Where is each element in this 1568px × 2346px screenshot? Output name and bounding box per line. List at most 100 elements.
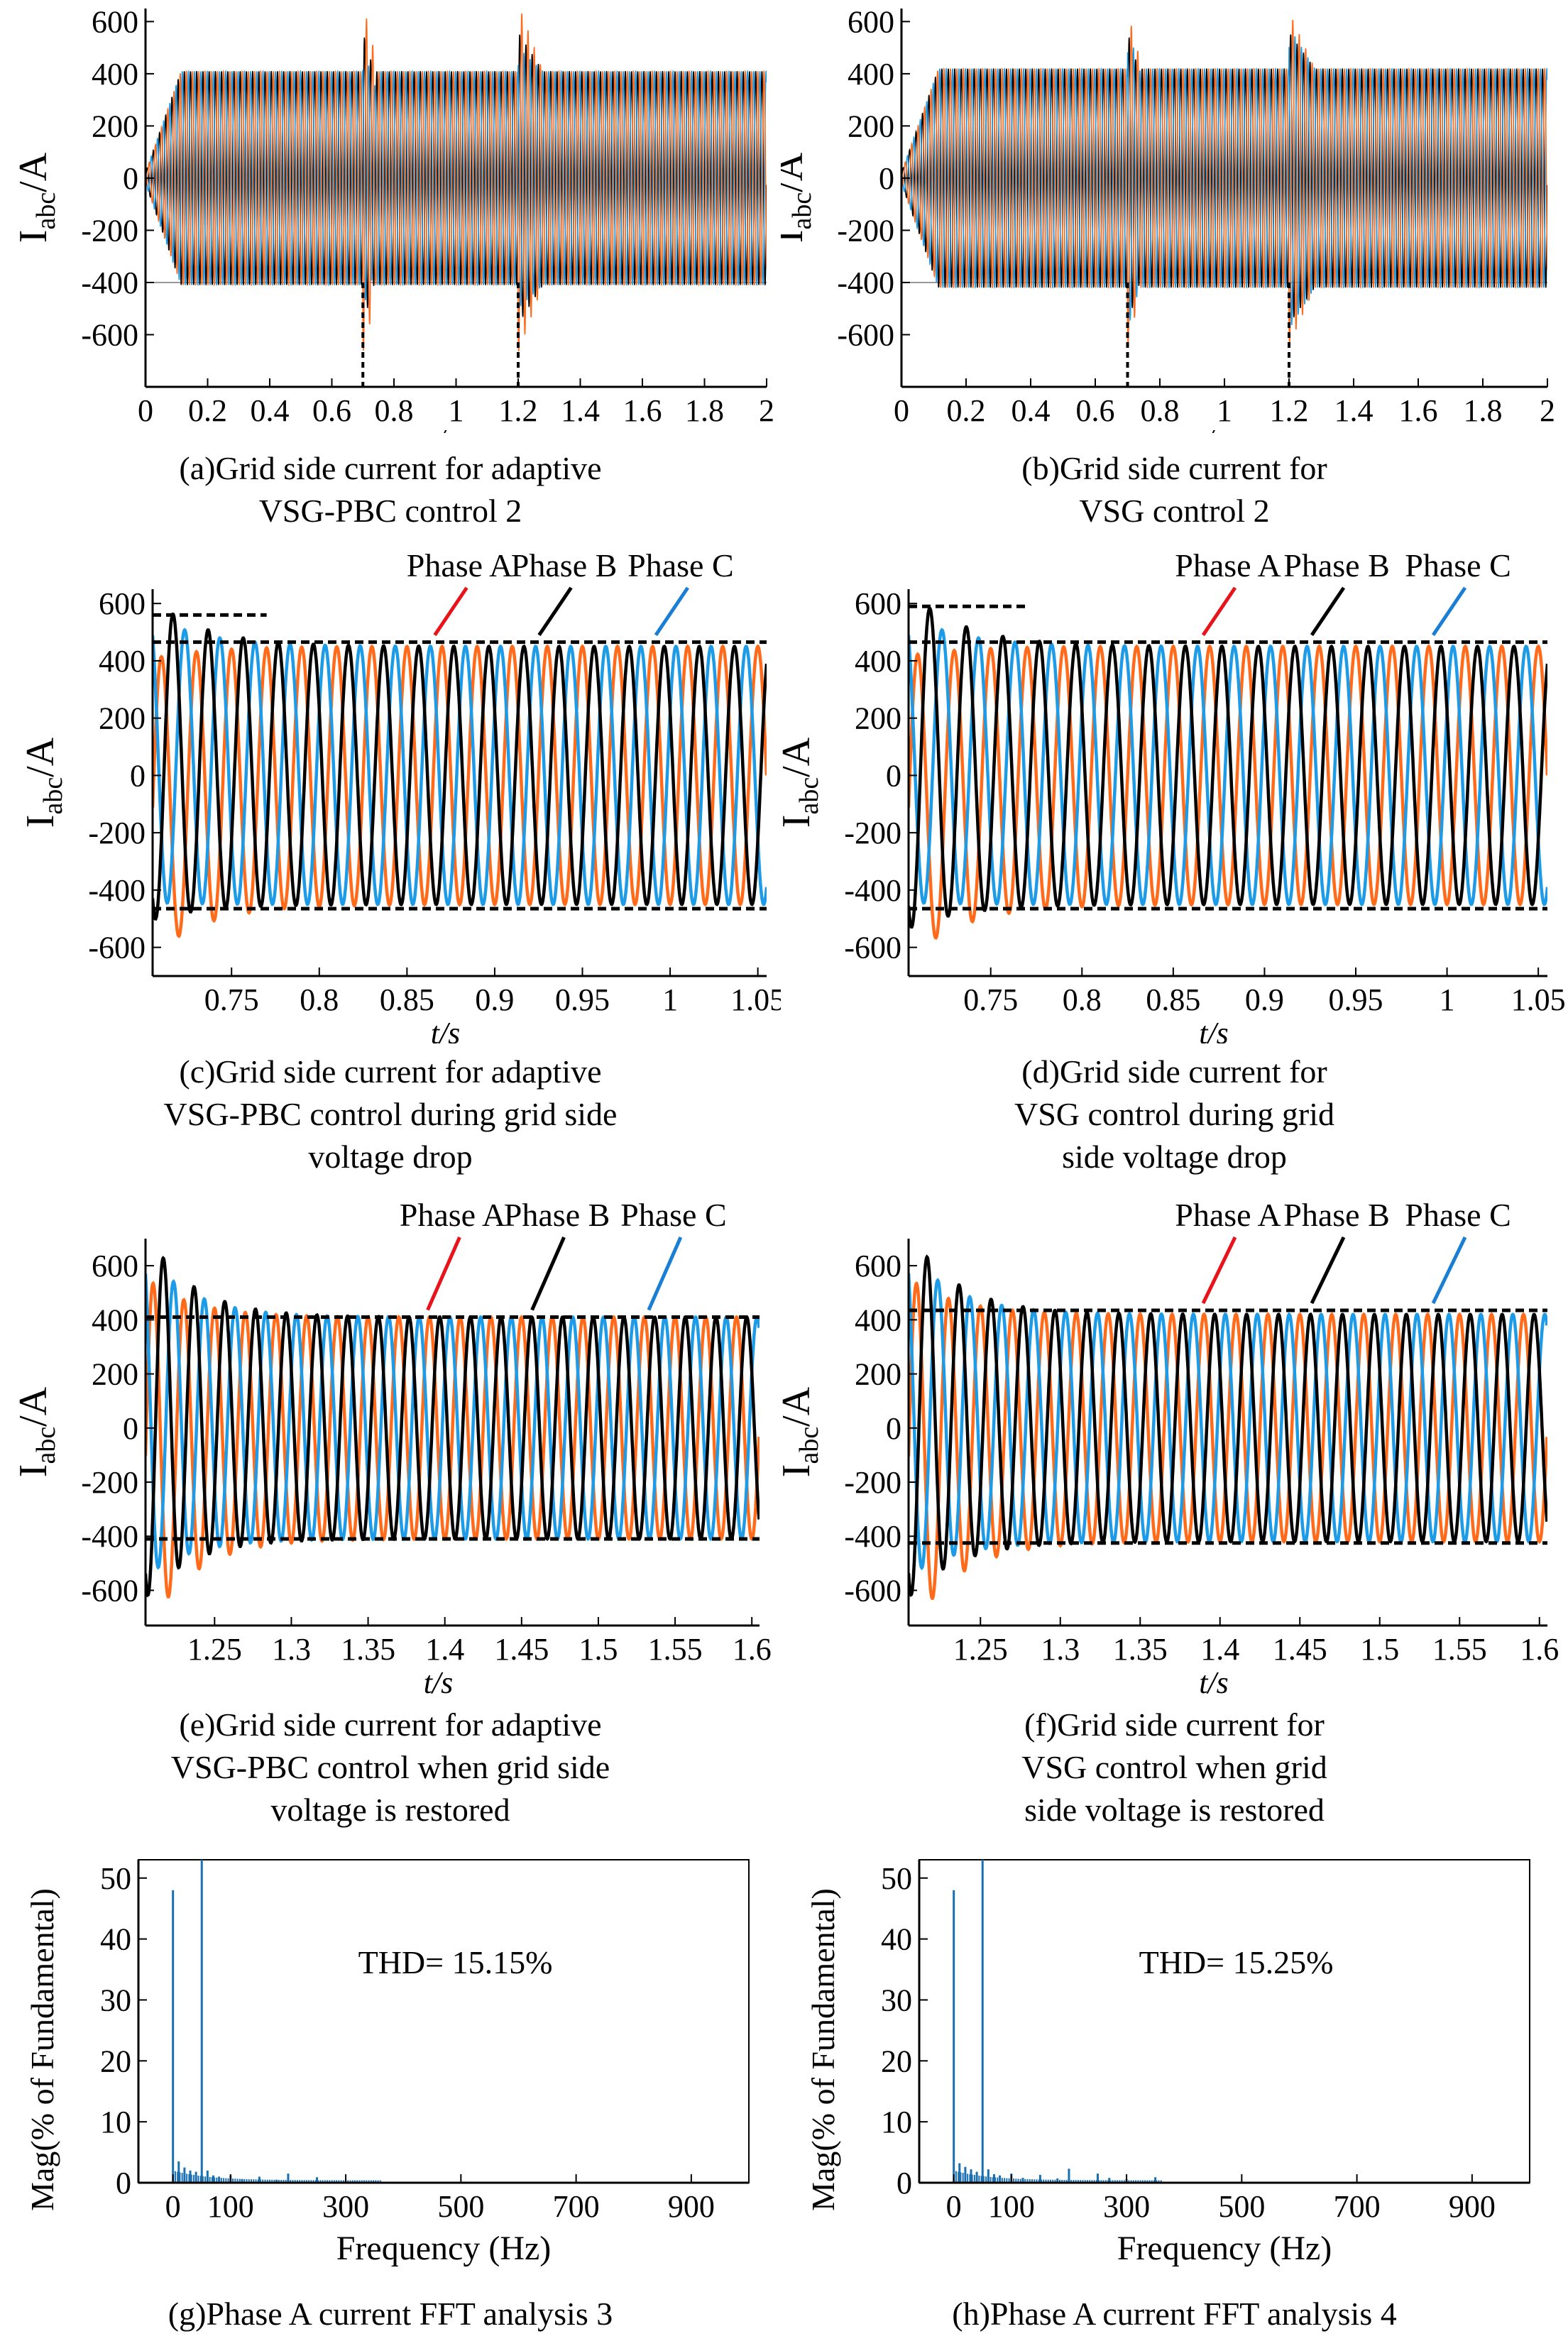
y-tick-label: 30: [881, 1983, 912, 2017]
y-tick-label: 0: [879, 161, 894, 196]
x-tick-label: 700: [1334, 2189, 1381, 2224]
x-tick-label: 700: [553, 2189, 600, 2224]
x-tick-label: 1.5: [1360, 1632, 1399, 1667]
legend-label-3: Phase C: [627, 547, 734, 583]
y-tick-label: -200: [844, 816, 901, 850]
x-tick-label: 0.4: [251, 393, 290, 428]
legend-arrow-3: [1431, 1236, 1467, 1305]
x-tick-label: 1.55: [648, 1632, 703, 1667]
y-tick-label: 400: [92, 57, 138, 92]
x-tick-label: 0.8: [375, 393, 414, 428]
y-tick-label: 200: [855, 1357, 901, 1392]
plot-area: [909, 1254, 1547, 1600]
caption-c-line-2: VSG-PBC control during grid side: [163, 1096, 618, 1132]
y-tick-label: -200: [88, 816, 146, 850]
plot-area: [901, 19, 1547, 344]
y-tick-label: 600: [855, 1249, 901, 1283]
legend-label-3: Phase C: [1405, 547, 1511, 583]
panel-f: Phase A Phase B Phase C -600 -400 -200 0 200 400…: [781, 1200, 1568, 1838]
y-axis-label: Iabc/A: [18, 737, 68, 828]
caption-f: (f)Grid side current for VSG control whe…: [781, 1704, 1568, 1831]
plot-area: [909, 606, 1547, 940]
series-line: [153, 612, 767, 921]
x-tick-label: 1.4: [425, 1632, 464, 1667]
y-tick-label: 600: [99, 586, 146, 621]
y-tick-label: -600: [81, 317, 138, 352]
x-tick-label: 2: [759, 393, 774, 428]
legend-arrow-2: [530, 1236, 566, 1311]
y-tick-label: 20: [100, 2044, 131, 2078]
x-tick-label: 500: [437, 2189, 484, 2224]
caption-a-line-1: (a)Grid side current for adaptive: [179, 450, 602, 486]
y-tick-label: 30: [100, 1983, 131, 2017]
chart-f: Phase A Phase B Phase C -600 -400 -200 0 200 400…: [781, 1200, 1559, 1697]
x-tick-label: 1: [1440, 982, 1455, 1017]
caption-b: (b)Grid side current for VSG control 2: [781, 447, 1568, 532]
y-tick-label: -400: [844, 873, 901, 908]
x-tick-label: 0: [946, 2189, 962, 2224]
legend-label-1: Phase A: [1175, 1200, 1281, 1233]
y-axis-label: Iabc/A: [781, 737, 824, 828]
x-tick-label: 1.45: [1273, 1632, 1327, 1667]
legend-arrow-1: [433, 586, 468, 637]
y-tick-label: 400: [92, 1303, 138, 1337]
panel-g: 0 10 20 30 40 50 0 100 300 500 700 900 THD= 15.15% Fr…: [0, 1838, 781, 2346]
legend-label-2: Phase B: [1283, 547, 1390, 583]
plot-frame: [919, 1859, 1530, 2183]
y-tick-label: 200: [92, 1357, 138, 1392]
x-tick-label: 0.75: [963, 982, 1018, 1017]
x-tick-label: 0.2: [947, 393, 986, 428]
x-tick-label: 1.25: [187, 1632, 242, 1667]
series-line: [146, 1281, 760, 1599]
panel-d: Phase A Phase B Phase C -600 -400 -200 0 200 400…: [781, 547, 1568, 1200]
y-tick-label: -200: [837, 213, 894, 248]
legend-label-2: Phase B: [511, 547, 618, 583]
x-tick-label: 1.2: [1270, 393, 1309, 428]
x-tick-label: 100: [207, 2189, 254, 2224]
x-tick-label: 0: [165, 2189, 181, 2224]
legend-arrow-2: [1310, 1236, 1346, 1305]
caption-b-line-2: VSG control 2: [1079, 493, 1270, 529]
thd-annotation: THD= 15.15%: [358, 1944, 553, 1980]
x-axis-label: Frequency (Hz): [1117, 2230, 1332, 2267]
caption-e-line-3: voltage is restored: [270, 1792, 510, 1828]
y-axis-label: Iabc/A: [781, 152, 817, 243]
x-tick-label: 1.35: [341, 1632, 395, 1667]
y-tick-label: -200: [81, 1465, 138, 1500]
y-tick-label: 200: [855, 701, 901, 736]
legend-arrow-2: [537, 586, 573, 637]
x-axis-label: t/s: [1199, 1016, 1229, 1043]
caption-h-line-1: (h)Phase A current FFT analysis 4: [952, 2296, 1397, 2332]
y-tick-label: -400: [88, 873, 146, 908]
x-tick-label: 1.4: [561, 393, 600, 428]
x-tick-label: 1.4: [1334, 393, 1374, 428]
y-tick-label: 600: [855, 586, 901, 621]
x-tick-label: 1.3: [272, 1632, 311, 1667]
series-line: [901, 36, 1547, 325]
x-tick-label: 1.05: [730, 982, 781, 1017]
x-tick-label: 1: [662, 982, 678, 1017]
x-tick-label: 1.8: [1464, 393, 1503, 428]
x-tick-label: 1.05: [1511, 982, 1566, 1017]
x-tick-label: 100: [988, 2189, 1035, 2224]
y-tick-label: 0: [130, 758, 146, 793]
caption-e-line-1: (e)Grid side current for adaptive: [179, 1706, 602, 1743]
caption-c-line-1: (c)Grid side current for adaptive: [179, 1053, 602, 1090]
y-axis-label: Iabc/A: [11, 152, 61, 243]
legend-label-2: Phase B: [1283, 1200, 1390, 1233]
caption-e-line-2: VSG-PBC control when grid side: [170, 1749, 610, 1785]
x-tick-label: 0.6: [1076, 393, 1115, 428]
y-tick-label: -200: [81, 213, 138, 248]
y-axis-label: Iabc/A: [11, 1386, 61, 1477]
x-tick-label: 900: [668, 2189, 715, 2224]
y-tick-label: 400: [99, 644, 146, 679]
y-tick-label: -600: [844, 931, 901, 965]
panel-c: Phase A Phase B Phase C -600 -400 -200 0 200 400…: [0, 547, 781, 1200]
y-tick-label: 0: [886, 758, 901, 793]
plot-area: [953, 1860, 1162, 2183]
y-tick-label: 0: [123, 1411, 138, 1446]
panel-a: -600 -400 -200 0 200 400 600 0 0.2 0.4 0.6 0.8 1 1.2 1…: [0, 0, 781, 547]
x-axis-label: Frequency (Hz): [336, 2230, 552, 2267]
y-tick-label: 400: [848, 57, 894, 92]
